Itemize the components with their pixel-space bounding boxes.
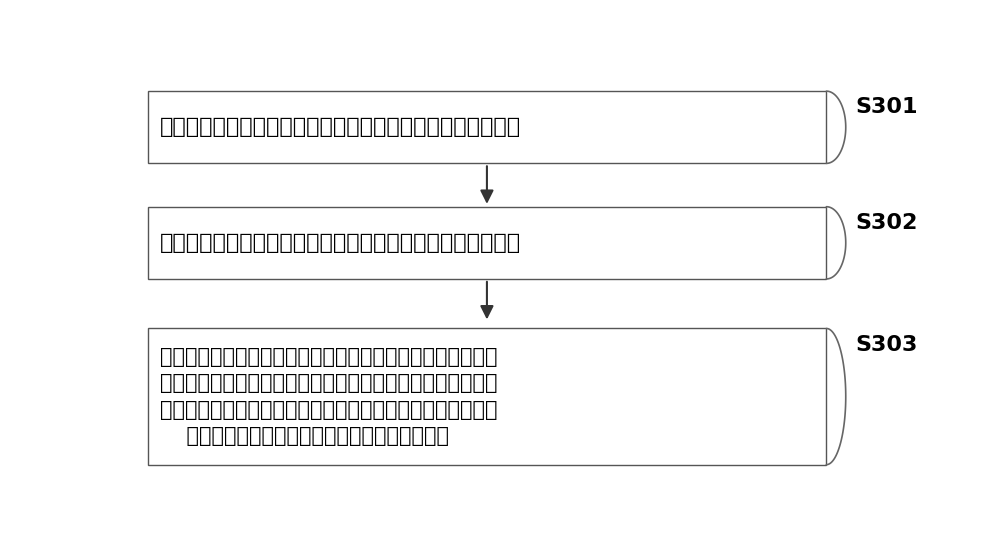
Text: S302: S302: [855, 213, 917, 233]
Text: 加速度传感器采集运动部件的至少一个运动轴的初始加速度值: 加速度传感器采集运动部件的至少一个运动轴的初始加速度值: [160, 117, 521, 137]
Text: 主控制器根据运动部件的至少一个运动轴的初始加速度值和至
少一运动轴的电流值，计算得到至少一个运动轴的实际加速度
值，并根据运动部件的至少一个实际加速度值计算得到: 主控制器根据运动部件的至少一个运动轴的初始加速度值和至 少一运动轴的电流值，计算…: [160, 347, 497, 446]
Bar: [148, 207, 826, 279]
Text: S303: S303: [855, 334, 917, 355]
Text: 电机电流检测模块采集运动部件至少一个运动轴对应的电流值: 电机电流检测模块采集运动部件至少一个运动轴对应的电流值: [160, 233, 521, 253]
Bar: [148, 329, 826, 465]
Text: S301: S301: [855, 98, 918, 117]
Bar: [148, 91, 826, 163]
